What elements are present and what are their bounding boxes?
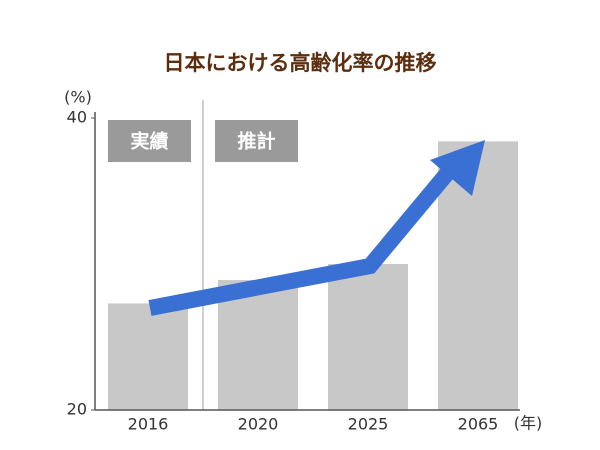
x-tick-label: 2065: [458, 415, 499, 434]
annotation: 実績: [130, 130, 168, 153]
trend-arrow: [148, 140, 485, 316]
bar: [438, 141, 518, 411]
y-axis-label: (%): [64, 88, 92, 107]
y-tick-label: 20: [67, 400, 87, 419]
bar: [328, 264, 408, 410]
bar: [218, 280, 298, 410]
y-tick-label: 40: [67, 108, 87, 127]
x-axis-label: (年): [514, 414, 543, 433]
annotation-box: [215, 120, 298, 162]
chart-title: 日本における高齢化率の推移: [164, 51, 437, 75]
x-tick-label: 2016: [128, 415, 169, 434]
annotation-box: [108, 120, 191, 162]
annotation: 推計: [237, 130, 275, 153]
x-tick-label: 2020: [238, 415, 279, 434]
plot-area: [108, 141, 518, 411]
arrow-shaft: [148, 164, 457, 316]
x-tick-label: 2025: [348, 415, 389, 434]
bar: [108, 303, 188, 410]
arrow-head: [430, 140, 485, 196]
